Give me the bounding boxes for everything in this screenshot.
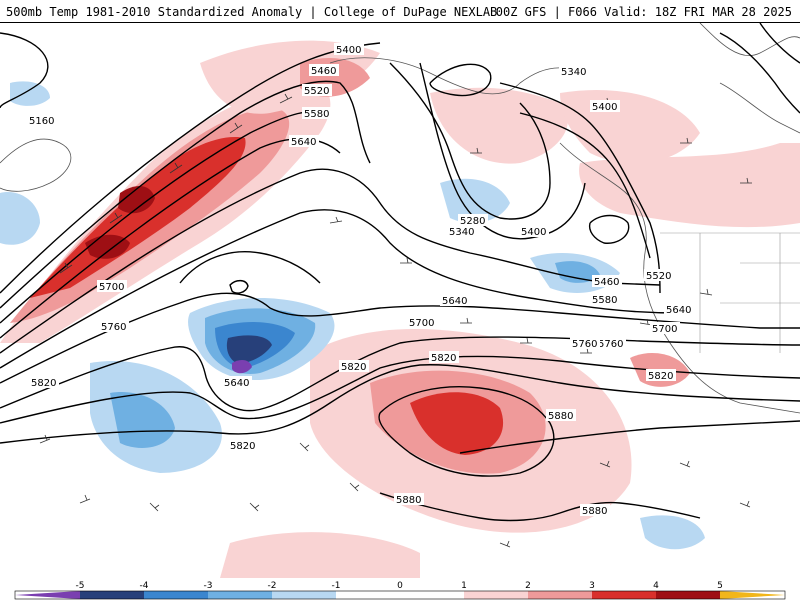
colorbar-segment-zero	[336, 591, 464, 599]
cool-anomaly-cutoff-low	[188, 298, 335, 381]
colorbar-ticks: -5 -4 -3 -2 -1 0 1 2 3 4 5	[76, 581, 723, 591]
coastlines	[0, 23, 800, 414]
colorbar-tick-label: 5	[717, 581, 723, 591]
colorbar-tick-label: -1	[332, 581, 341, 591]
colorbar-tick-label: 1	[461, 581, 467, 591]
colorbar-tick-label: -5	[76, 581, 85, 591]
svg-text:5700: 5700	[652, 324, 677, 335]
colorbar-tick-label: 0	[397, 581, 403, 591]
wind-barbs	[39, 93, 752, 548]
svg-text:5340: 5340	[449, 227, 474, 238]
colorbar-tick-label: -4	[140, 581, 149, 591]
svg-text:5460: 5460	[594, 277, 619, 288]
svg-text:5880: 5880	[582, 506, 607, 517]
svg-text:5340: 5340	[561, 67, 586, 78]
svg-text:5580: 5580	[592, 295, 617, 306]
colorbar-high-tip	[720, 591, 785, 599]
anomaly-map[interactable]: 5400 5460 5520 5580 5640 5160 5700 5760 …	[0, 22, 800, 579]
svg-text:5760: 5760	[101, 322, 126, 333]
map-canvas: 5400 5460 5520 5580 5640 5160 5700 5760 …	[0, 23, 800, 578]
warm-anomaly-central	[220, 329, 690, 578]
svg-text:5640: 5640	[666, 305, 691, 316]
colorbar-segment-neg1	[272, 591, 336, 599]
svg-text:5400: 5400	[521, 227, 546, 238]
colorbar-segment-pos3	[592, 591, 656, 599]
svg-text:5640: 5640	[291, 137, 316, 148]
colorbar-tick-label: 3	[589, 581, 595, 591]
colorbar-tick-label: 2	[525, 581, 531, 591]
svg-text:5520: 5520	[646, 271, 671, 282]
svg-text:5580: 5580	[304, 109, 329, 120]
contour-labels: 5400 5460 5520 5580 5640 5160 5700 5760 …	[27, 43, 694, 517]
svg-text:5400: 5400	[592, 102, 617, 113]
svg-text:5700: 5700	[409, 318, 434, 329]
svg-text:5820: 5820	[341, 362, 366, 373]
colorbar-tick-label: -3	[204, 581, 213, 591]
map-title: 500mb Temp 1981-2010 Standardized Anomal…	[6, 5, 498, 19]
svg-text:5400: 5400	[336, 45, 361, 56]
header: 500mb Temp 1981-2010 Standardized Anomal…	[0, 0, 800, 22]
svg-text:5880: 5880	[396, 495, 421, 506]
svg-text:5820: 5820	[648, 371, 673, 382]
colorbar-segment-pos2	[528, 591, 592, 599]
colorbar-tick-label: -2	[268, 581, 277, 591]
svg-text:5700: 5700	[99, 282, 124, 293]
svg-text:5820: 5820	[230, 441, 255, 452]
colorbar-low-tip	[15, 591, 80, 599]
svg-text:5160: 5160	[29, 116, 54, 127]
svg-text:5640: 5640	[224, 378, 249, 389]
svg-text:5820: 5820	[431, 353, 456, 364]
colorbar-segment-pos1	[464, 591, 528, 599]
anomaly-colorbar: -5 -4 -3 -2 -1 0 1 2 3 4 5	[0, 578, 800, 600]
svg-text:5820: 5820	[31, 378, 56, 389]
model-valid-time: 00Z GFS | F066 Valid: 18Z FRI MAR 28 202…	[495, 5, 792, 19]
state-borders	[660, 232, 800, 353]
colorbar-segment-neg4	[80, 591, 144, 599]
cool-anomaly-south	[0, 81, 705, 550]
svg-text:5640: 5640	[442, 296, 467, 307]
colorbar-segment-neg3	[144, 591, 208, 599]
colorbar-svg: -5 -4 -3 -2 -1 0 1 2 3 4 5	[14, 581, 786, 600]
warm-anomaly-nw	[0, 82, 331, 343]
svg-text:5520: 5520	[304, 86, 329, 97]
colorbar-tick-label: 4	[653, 581, 659, 591]
svg-text:5460: 5460	[311, 66, 336, 77]
svg-text:5880: 5880	[548, 411, 573, 422]
svg-text:5760: 5760	[572, 339, 597, 350]
svg-text:5280: 5280	[460, 216, 485, 227]
colorbar-segment-pos4	[656, 591, 720, 599]
svg-text:5760: 5760	[598, 339, 623, 350]
colorbar-segment-neg2	[208, 591, 272, 599]
